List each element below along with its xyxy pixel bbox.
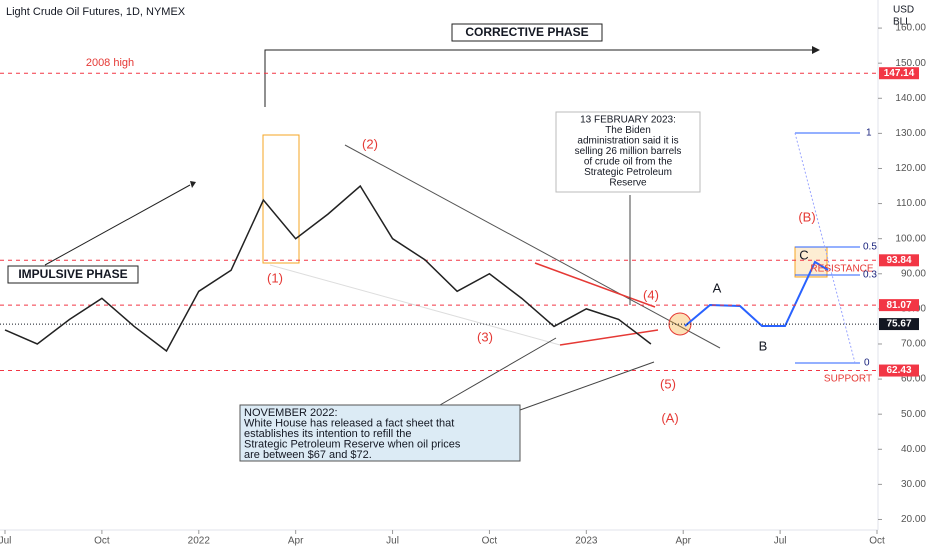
annotation: RESISTANCE [810, 264, 873, 275]
label-box [7, 265, 139, 284]
unit: BLL [893, 17, 911, 28]
fib-label: 0 [864, 358, 870, 369]
pointer [519, 361, 655, 411]
level-tag [879, 67, 919, 80]
fib-label: 0.5 [863, 242, 877, 253]
level-label: 147.14 [884, 68, 915, 79]
y-tick-label: 30.00 [901, 479, 926, 490]
annotation: 2008 high [86, 57, 134, 69]
note-text: of crude oil from the [584, 157, 673, 168]
wedge-line [534, 262, 656, 308]
y-tick-label: 110.00 [896, 198, 926, 209]
y-tick-label: 150.00 [895, 58, 926, 69]
note-text: are between $67 and $72. [244, 449, 372, 461]
x-tick-label: Oct [94, 536, 110, 547]
wave-label: (A) [661, 410, 678, 425]
wave-label: (1) [267, 270, 283, 285]
y-tick-label: 50.00 [901, 409, 926, 420]
y-tick-label: 130.00 [895, 128, 926, 139]
price-line [4, 184, 652, 353]
y-tick-label: 60.00 [901, 374, 926, 385]
y-tick-label: 20.00 [901, 514, 926, 525]
wedge-line [559, 329, 659, 346]
x-tick-label: 2023 [575, 536, 598, 547]
x-tick-label: Jul [774, 536, 787, 547]
currency: USD [893, 5, 914, 16]
note-text: Strategic Petroleum Reserve when oil pri… [244, 438, 461, 450]
note-text: White House has released a fact sheet th… [244, 417, 454, 429]
fib-label: 1 [866, 128, 872, 139]
trend-line [344, 144, 721, 349]
trend-line [269, 264, 561, 346]
y-tick-label: 40.00 [901, 444, 926, 455]
note-text: NOVEMBER 2022: [244, 407, 338, 419]
x-tick-label: Apr [288, 536, 304, 547]
x-tick-label: Jul [0, 536, 11, 547]
level-label: 93.84 [886, 255, 911, 266]
wave-label: (2) [362, 136, 378, 151]
y-tick-label: 70.00 [901, 339, 926, 350]
wave-label: (B) [798, 209, 815, 224]
y-tick-label: 140.00 [895, 93, 926, 104]
peak-box [262, 134, 300, 264]
label-box [451, 23, 603, 42]
x-tick-label: Apr [675, 536, 691, 547]
level-tag [879, 364, 919, 377]
annotation: SUPPORT [824, 374, 872, 385]
x-tick-label: Oct [869, 536, 885, 547]
y-tick-label: 160.00 [895, 23, 926, 34]
wave-label: (4) [643, 287, 659, 302]
level-label: 75.67 [886, 319, 911, 330]
x-tick-label: Oct [482, 536, 498, 547]
arrow [44, 184, 191, 266]
arrow [264, 49, 812, 107]
drawings [7, 23, 860, 462]
note-box [555, 111, 701, 193]
note-text: Strategic Petroleum [584, 167, 672, 178]
note-box [239, 404, 521, 462]
level-tag [879, 299, 919, 312]
note-text: administration said it is [577, 136, 678, 147]
level-tag [879, 318, 919, 331]
wave-label: (5) [660, 376, 676, 391]
chart-title: Light Crude Oil Futures, 1D, NYMEX [6, 6, 186, 18]
wave-label: A [713, 280, 722, 295]
y-tick-label: 90.00 [901, 268, 926, 279]
note-text: Reserve [609, 178, 647, 189]
level-label: 81.07 [886, 300, 911, 311]
arrowhead [812, 46, 820, 54]
x-tick-label: Jul [386, 536, 399, 547]
fib-label: 0.3 [863, 270, 877, 281]
note-text: selling 26 million barrels [575, 146, 682, 157]
note-text: 13 FEBRUARY 2023: [580, 115, 676, 126]
wave-label: C [799, 247, 808, 262]
x-tick-label: 2022 [188, 536, 211, 547]
wave-label: B [759, 338, 768, 353]
pointer [439, 337, 557, 406]
y-tick-label: 100.00 [895, 233, 926, 244]
phase-label: IMPULSIVE PHASE [18, 267, 127, 281]
level-tag [879, 254, 919, 267]
projection [684, 260, 829, 327]
note-text: establishes its intention to refill the [244, 428, 412, 440]
y-tick-label: 120.00 [895, 163, 926, 174]
wave-label: (3) [477, 329, 493, 344]
phase-label: CORRECTIVE PHASE [465, 25, 588, 39]
arrowhead [190, 181, 196, 188]
note-text: The Biden [605, 125, 651, 136]
level-label: 62.43 [886, 365, 911, 376]
